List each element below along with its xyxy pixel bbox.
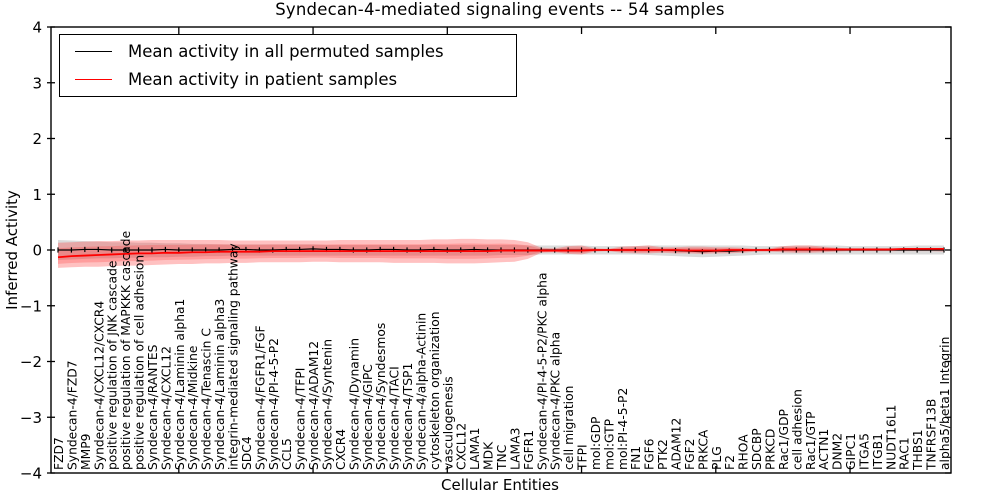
x-category-label: FN1 (629, 446, 643, 470)
x-category-label: LAMA1 (468, 428, 482, 470)
x-category-label: Syndecan-4/Syndesmos (374, 323, 388, 470)
x-category-label: LAMA3 (508, 428, 522, 470)
x-category-label: Syndecan-4/CXCL12 (159, 346, 173, 470)
x-category-label: FGFR1 (522, 430, 536, 470)
x-category-label: mol:PI-4-5-P2 (616, 388, 630, 470)
x-category-label: TNC (495, 445, 509, 471)
x-category-label: Syndecan-4/Laminin alpha3 (213, 299, 227, 470)
x-category-label: cell adhesion (790, 389, 804, 470)
x-category-label: positive regulation of MAPKKK cascade (119, 231, 133, 470)
x-category-label: DNM2 (831, 433, 845, 470)
y-tick-label: 1 (32, 186, 42, 204)
x-category-label: SDCBP (750, 428, 764, 470)
chart-title: Syndecan-4-mediated signaling events -- … (275, 0, 725, 19)
x-category-label: THBS1 (911, 429, 925, 471)
permuted-line-swatch (75, 50, 112, 52)
patient-line-swatch (75, 79, 112, 81)
y-tick-label: 4 (32, 19, 42, 37)
y-tick-label: −3 (20, 409, 42, 427)
legend-label-patient: Mean activity in patient samples (128, 70, 398, 90)
legend-entry-permuted: Mean activity in all permuted samples (75, 39, 516, 63)
x-category-label: PRKCA (696, 429, 710, 470)
patient-band-outer (58, 238, 944, 268)
x-category-label: TFPI (576, 444, 590, 471)
x-category-label: TNFRSF13B (925, 399, 939, 471)
x-category-label: Rac1/GTP (804, 411, 818, 470)
x-category-label: RAC1 (898, 437, 912, 470)
x-category-label: FZD7 (52, 437, 66, 470)
x-category-label: positive regulation of JNK cascade (106, 261, 120, 470)
x-category-label: Syndecan-4/alpha-Actinin (414, 313, 428, 470)
y-tick-label: −2 (20, 353, 42, 371)
patient-mean-line (57, 247, 944, 259)
x-category-label: Syndecan-4/Dynamin (347, 338, 361, 470)
legend-entry-patient: Mean activity in patient samples (75, 68, 516, 92)
x-category-label: F2 (723, 455, 737, 470)
x-category-label: cell migration (562, 386, 576, 470)
x-category-label: ITGA5 (857, 433, 871, 470)
x-category-label: Syndecan-4/PKC alpha (549, 332, 563, 470)
x-category-label: MDK (482, 441, 496, 470)
x-category-label: ADAM12 (670, 418, 684, 470)
x-category-label: Syndecan-4/RANTES (146, 344, 160, 470)
x-category-label: Syndecan-4/ADAM12 (307, 341, 321, 470)
y-tick-label: 0 (32, 242, 42, 260)
x-category-label: Syndecan-4/Syntenin (320, 339, 334, 470)
x-category-label: Syndecan-4/TSP1 (401, 363, 415, 470)
x-category-label: RHOA (737, 434, 751, 470)
x-category-label: FGF2 (683, 439, 697, 471)
x-category-label: FGF6 (643, 438, 657, 470)
x-category-label: Syndecan-4/PI-4-5-P2/PKC alpha (535, 272, 549, 470)
x-category-label: mol:GTP (602, 419, 616, 470)
x-axis-label: Cellular Entities (441, 476, 559, 494)
x-category-label: ACTN1 (817, 429, 831, 470)
x-category-label: mol:GDP (589, 417, 603, 470)
x-category-label: Syndecan-4/PI-4-5-P2 (267, 338, 281, 470)
x-category-label: PLG (710, 446, 724, 470)
x-category-label: CXCL12 (455, 423, 469, 470)
x-category-label: NUDT16L1 (884, 404, 898, 470)
x-category-label: alpha5/beta1 Integrin (938, 337, 952, 470)
x-category-label: CCL5 (280, 438, 294, 470)
x-category-label: GIPC1 (844, 433, 858, 470)
x-category-label: CXCR4 (334, 429, 348, 470)
x-category-label: integrin-mediated signaling pathway (227, 243, 241, 470)
x-category-label: Syndecan-4/Midkine (186, 346, 200, 470)
x-category-label: cytoskeleton organization (428, 311, 442, 470)
legend: Mean activity in all permuted samples Me… (59, 34, 517, 97)
x-category-label: Syndecan-4/FZD7 (65, 360, 79, 470)
y-tick-label: 2 (32, 130, 42, 148)
x-category-label: MMP9 (79, 434, 93, 470)
x-category-label: Syndecan-4/FGFR1/FGF (253, 325, 267, 470)
patient-band-inner (58, 243, 944, 264)
y-tick-label: −4 (20, 465, 42, 483)
y-axis-label: Inferred Activity (3, 190, 21, 310)
x-category-label: SDC4 (240, 436, 254, 470)
x-category-label: PTK2 (656, 439, 670, 470)
legend-label-permuted: Mean activity in all permuted samples (128, 41, 444, 61)
x-category-label: vasculogenesis (441, 376, 455, 470)
x-category-label: Syndecan-4/CXCL12/CXCR4 (92, 301, 106, 470)
x-category-label: Syndecan-4/TFPI (294, 368, 308, 470)
x-category-label: Rac1/GDP (777, 409, 791, 470)
x-category-label: Syndecan-4/GIPC (361, 364, 375, 470)
x-category-label: PRKCD (763, 429, 777, 470)
y-tick-label: 3 (32, 74, 42, 92)
x-category-label: Syndecan-4/TACI (388, 366, 402, 470)
y-tick-label: −1 (20, 297, 42, 315)
x-category-label: ITGB1 (871, 433, 885, 470)
x-category-label: Syndecan-4/Laminin alpha1 (173, 299, 187, 470)
x-category-label: positive regulation of cell adhesion (133, 255, 147, 470)
x-category-label: Syndecan-4/Tenascin C (200, 328, 214, 470)
